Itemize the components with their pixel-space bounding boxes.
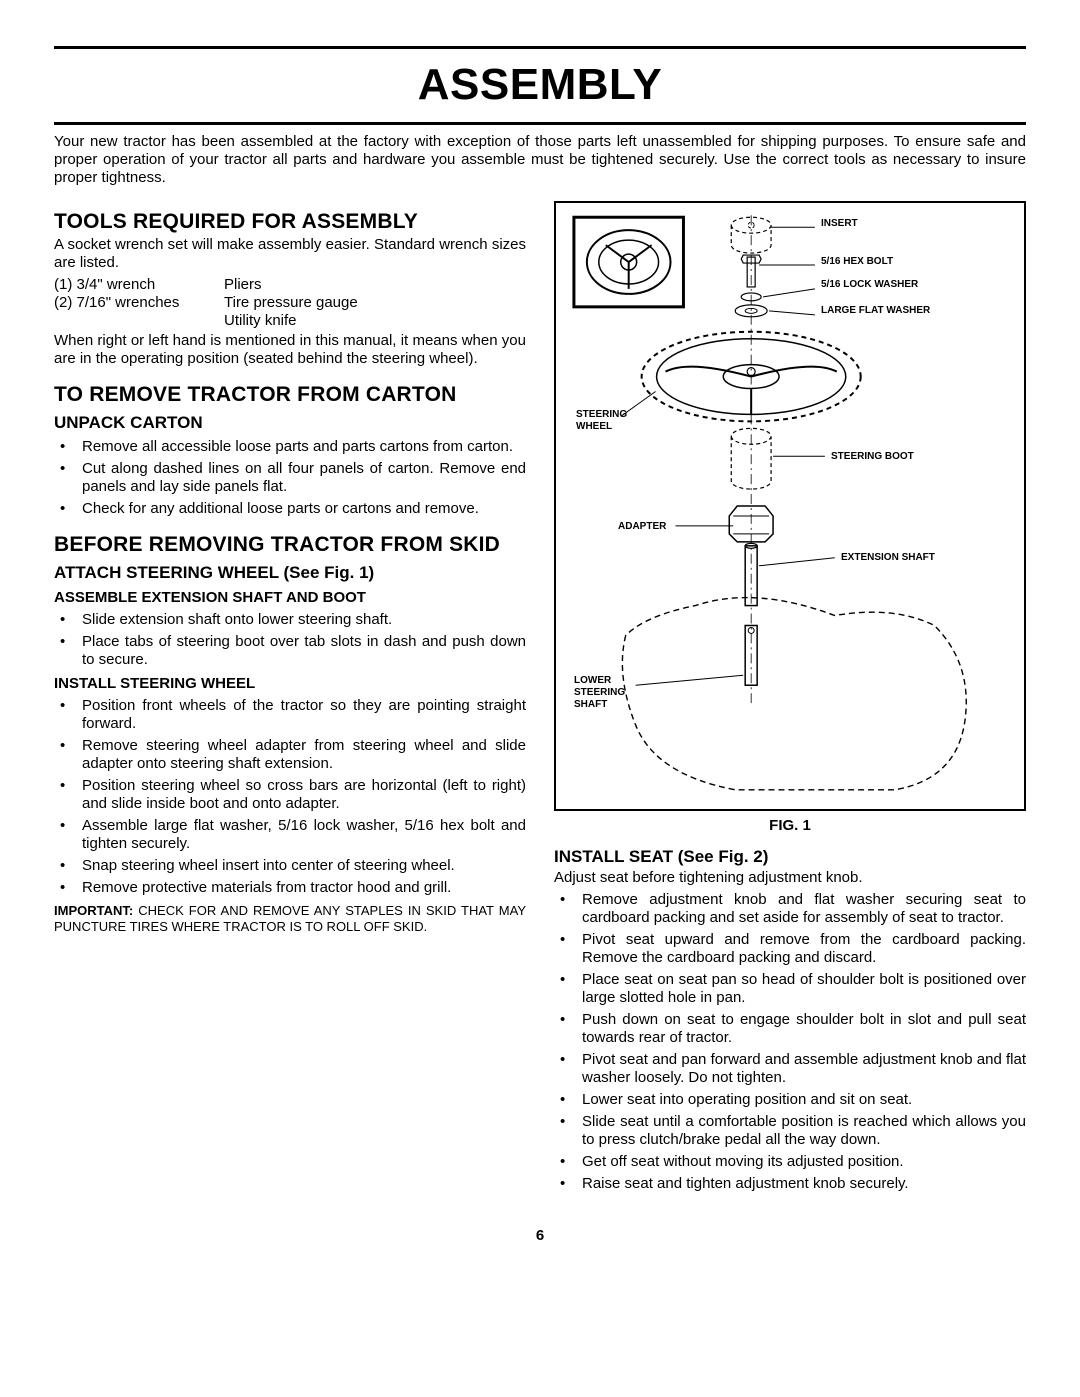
tool-item: (1) 3/4" wrench xyxy=(54,276,224,294)
attach-wheel-heading: ATTACH STEERING WHEEL (See Fig. 1) xyxy=(54,563,526,583)
ext-shaft-list: Slide extension shaft onto lower steerin… xyxy=(54,611,526,669)
important-note: IMPORTANT: CHECK FOR AND REMOVE ANY STAP… xyxy=(54,903,526,934)
figure-1-caption: FIG. 1 xyxy=(554,817,1026,835)
tools-heading: TOOLS REQUIRED FOR ASSEMBLY xyxy=(54,209,526,234)
list-item: Push down on seat to engage shoulder bol… xyxy=(554,1011,1026,1047)
tool-item: Pliers xyxy=(224,276,526,294)
install-seat-heading: INSTALL SEAT (See Fig. 2) xyxy=(554,847,1026,867)
tool-item: Tire pressure gauge xyxy=(224,294,526,312)
list-item: Remove adjustment knob and flat washer s… xyxy=(554,891,1026,927)
install-wheel-list: Position front wheels of the tractor so … xyxy=(54,697,526,897)
label-lockwasher: 5/16 LOCK WASHER xyxy=(821,279,918,291)
label-extshaft: EXTENSION SHAFT xyxy=(841,552,935,564)
unpack-list: Remove all accessible loose parts and pa… xyxy=(54,438,526,518)
tool-list-right: Pliers Tire pressure gauge Utility knife xyxy=(224,276,526,330)
install-seat-list: Remove adjustment knob and flat washer s… xyxy=(554,891,1026,1193)
list-item: Place tabs of steering boot over tab slo… xyxy=(54,633,526,669)
tool-item: Utility knife xyxy=(224,312,526,330)
install-wheel-heading: INSTALL STEERING WHEEL xyxy=(54,675,526,693)
list-item: Get off seat without moving its adjusted… xyxy=(554,1153,1026,1171)
tools-note: When right or left hand is mentioned in … xyxy=(54,332,526,368)
figure-1-svg xyxy=(556,203,1024,809)
list-item: Place seat on seat pan so head of should… xyxy=(554,971,1026,1007)
two-column-layout: TOOLS REQUIRED FOR ASSEMBLY A socket wre… xyxy=(54,201,1026,1197)
label-lowershaft: LOWER STEERING SHAFT xyxy=(574,675,625,711)
tool-list: (1) 3/4" wrench (2) 7/16" wrenches Plier… xyxy=(54,276,526,330)
list-item: Slide extension shaft onto lower steerin… xyxy=(54,611,526,629)
label-steeringwheel: STEERING WHEEL xyxy=(576,409,627,433)
top-rule xyxy=(54,46,1026,49)
list-item: Slide seat until a comfortable position … xyxy=(554,1113,1026,1149)
remove-heading: TO REMOVE TRACTOR FROM CARTON xyxy=(54,382,526,407)
label-flatwasher: LARGE FLAT WASHER xyxy=(821,305,930,317)
list-item: Raise seat and tighten adjustment knob s… xyxy=(554,1175,1026,1193)
list-item: Lower seat into operating position and s… xyxy=(554,1091,1026,1109)
list-item: Position steering wheel so cross bars ar… xyxy=(54,777,526,813)
tool-item: (2) 7/16" wrenches xyxy=(54,294,224,312)
left-column: TOOLS REQUIRED FOR ASSEMBLY A socket wre… xyxy=(54,201,526,1197)
ext-shaft-heading: ASSEMBLE EXTENSION SHAFT AND BOOT xyxy=(54,589,526,607)
tools-lead: A socket wrench set will make assembly e… xyxy=(54,236,526,272)
figure-1-box: INSERT 5/16 HEX BOLT 5/16 LOCK WASHER LA… xyxy=(554,201,1026,811)
list-item: Remove steering wheel adapter from steer… xyxy=(54,737,526,773)
list-item: Cut along dashed lines on all four panel… xyxy=(54,460,526,496)
unpack-heading: UNPACK CARTON xyxy=(54,413,526,433)
install-seat-lead: Adjust seat before tightening adjustment… xyxy=(554,869,1026,887)
list-item: Remove protective materials from tractor… xyxy=(54,879,526,897)
page-title: ASSEMBLY xyxy=(54,55,1026,116)
list-item: Pivot seat and pan forward and assemble … xyxy=(554,1051,1026,1087)
right-column: INSERT 5/16 HEX BOLT 5/16 LOCK WASHER LA… xyxy=(554,201,1026,1197)
intro-paragraph: Your new tractor has been assembled at t… xyxy=(54,133,1026,187)
important-label: IMPORTANT: xyxy=(54,903,133,918)
list-item: Pivot seat upward and remove from the ca… xyxy=(554,931,1026,967)
tool-list-left: (1) 3/4" wrench (2) 7/16" wrenches xyxy=(54,276,224,330)
label-insert: INSERT xyxy=(821,218,858,230)
page-number: 6 xyxy=(54,1227,1026,1245)
list-item: Position front wheels of the tractor so … xyxy=(54,697,526,733)
skid-heading: BEFORE REMOVING TRACTOR FROM SKID xyxy=(54,532,526,557)
label-steeringboot: STEERING BOOT xyxy=(831,451,914,463)
list-item: Snap steering wheel insert into center o… xyxy=(54,857,526,875)
mid-rule xyxy=(54,122,1026,125)
list-item: Check for any additional loose parts or … xyxy=(54,500,526,518)
label-hexbolt: 5/16 HEX BOLT xyxy=(821,256,893,268)
list-item: Assemble large flat washer, 5/16 lock wa… xyxy=(54,817,526,853)
list-item: Remove all accessible loose parts and pa… xyxy=(54,438,526,456)
label-adapter: ADAPTER xyxy=(618,521,666,533)
